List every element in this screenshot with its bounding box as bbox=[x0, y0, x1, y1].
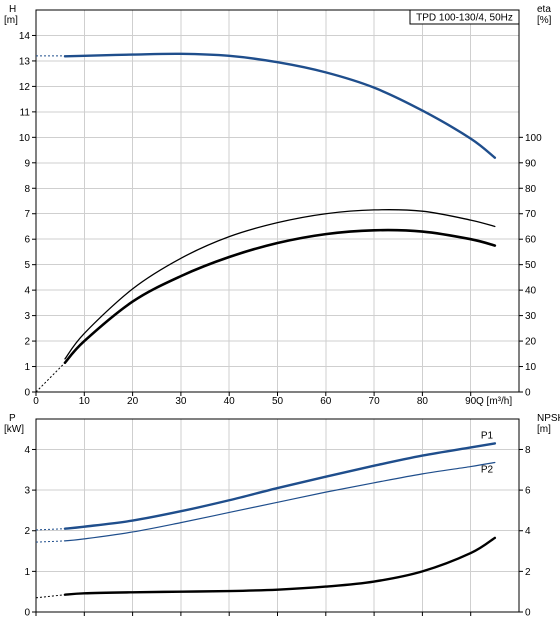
y-tick-label-left: 14 bbox=[19, 31, 31, 42]
y-axis-right-name: eta bbox=[537, 4, 551, 15]
series-0-0-line bbox=[63, 52, 497, 159]
y-tick-label-right: 4 bbox=[525, 526, 531, 537]
x-tick-label: 60 bbox=[320, 396, 332, 407]
x-tick-label: 90 bbox=[465, 396, 477, 407]
y-tick-label-right: 0 bbox=[525, 608, 531, 619]
y-tick-label-right: 60 bbox=[525, 235, 537, 246]
y-tick-label-left: 4 bbox=[24, 286, 30, 297]
y-tick-label-left: 8 bbox=[24, 184, 30, 195]
y-axis-right-unit: [m] bbox=[537, 424, 551, 435]
series-1-0-extension bbox=[35, 528, 66, 531]
series-0-1-line bbox=[64, 209, 496, 360]
y-axis-left-unit: [kW] bbox=[4, 424, 24, 435]
y-tick-label-left: 0 bbox=[24, 388, 30, 399]
y-tick-label-left: 3 bbox=[24, 486, 30, 497]
y-tick-label-left: 3 bbox=[24, 311, 30, 322]
y-tick-label-right: 50 bbox=[525, 260, 537, 271]
y-tick-label-right: 40 bbox=[525, 286, 537, 297]
series-1-2-extension bbox=[35, 594, 66, 599]
x-tick-label: 70 bbox=[369, 396, 381, 407]
y-axis-right-unit: [%] bbox=[537, 15, 552, 26]
y-tick-label-right: 20 bbox=[525, 337, 537, 348]
y-tick-label-right: 70 bbox=[525, 209, 537, 220]
series-1-1-extension bbox=[35, 540, 66, 543]
y-tick-label-left: 4 bbox=[24, 445, 30, 456]
series-0-2-line bbox=[63, 228, 497, 365]
x-tick-label: 80 bbox=[417, 396, 429, 407]
y-tick-label-left: 9 bbox=[24, 158, 30, 169]
y-tick-label-left: 6 bbox=[24, 235, 30, 246]
y-tick-label-right: 0 bbox=[525, 388, 531, 399]
y-tick-label-left: 1 bbox=[24, 362, 30, 373]
y-tick-label-left: 12 bbox=[19, 82, 31, 93]
y-axis-left-name: P bbox=[9, 413, 16, 424]
series-label-p2: P2 bbox=[481, 464, 494, 475]
x-axis-label: Q [m³/h] bbox=[476, 396, 512, 407]
y-axis-left-unit: [m] bbox=[4, 15, 18, 26]
y-tick-label-left: 2 bbox=[24, 526, 30, 537]
series-0-2-extension bbox=[35, 362, 66, 393]
x-tick-label: 30 bbox=[175, 396, 187, 407]
x-tick-label: 20 bbox=[127, 396, 139, 407]
y-tick-label-left: 5 bbox=[24, 260, 30, 271]
y-tick-label-left: 11 bbox=[20, 107, 31, 118]
y-tick-label-left: 7 bbox=[24, 209, 30, 220]
y-tick-label-right: 90 bbox=[525, 158, 537, 169]
series-1-2-line bbox=[63, 536, 497, 596]
chart-title: TPD 100-130/4, 50Hz bbox=[416, 13, 513, 24]
y-tick-label-right: 6 bbox=[525, 486, 531, 497]
series-1-0-line bbox=[63, 442, 497, 530]
y-axis-left-name: H bbox=[9, 4, 16, 15]
y-tick-label-right: 100 bbox=[525, 133, 542, 144]
y-tick-label-right: 30 bbox=[525, 311, 537, 322]
series-1-1-line bbox=[64, 461, 496, 542]
y-tick-label-right: 2 bbox=[525, 567, 531, 578]
y-tick-label-left: 13 bbox=[19, 56, 31, 67]
y-tick-label-left: 1 bbox=[24, 567, 30, 578]
x-tick-label: 0 bbox=[33, 396, 39, 407]
y-tick-label-left: 10 bbox=[19, 133, 31, 144]
title-box bbox=[409, 9, 520, 25]
y-tick-label-left: 2 bbox=[24, 337, 30, 348]
y-tick-label-left: 0 bbox=[24, 608, 30, 619]
y-tick-label-right: 8 bbox=[525, 445, 531, 456]
x-tick-label: 40 bbox=[224, 396, 236, 407]
y-tick-label-right: 10 bbox=[525, 362, 537, 373]
y-tick-label-right: 80 bbox=[525, 184, 537, 195]
y-axis-right-name: NPSH bbox=[537, 413, 560, 424]
x-tick-label: 10 bbox=[79, 396, 91, 407]
series-label-p1: P1 bbox=[481, 430, 494, 441]
x-tick-label: 50 bbox=[272, 396, 284, 407]
